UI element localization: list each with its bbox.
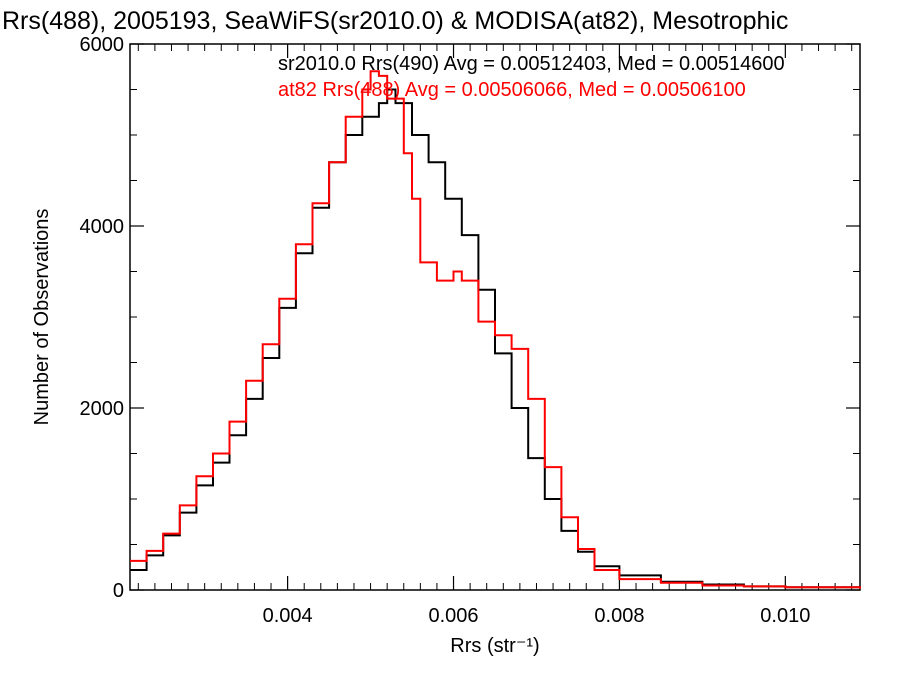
y-tick-label: 2000 [80,398,125,420]
y-tick-label: 0 [113,580,124,602]
series-line-1 [130,70,861,589]
series-layer [130,70,861,589]
y-tick-label: 4000 [80,216,125,238]
legend-entry-at82: at82 Rrs(488) Avg = 0.00506066, Med = 0.… [278,79,746,101]
x-axis-label: Rrs (str⁻¹) [450,635,539,657]
x-tick-label: 0.010 [760,605,810,627]
x-tick-label: 0.008 [594,605,644,627]
chart-title: Rrs(488), 2005193, SeaWiFS(sr2010.0) & M… [2,7,788,35]
y-tick-label: 6000 [80,34,125,56]
y-axis-label: Number of Observations [31,209,53,426]
x-tick-label: 0.006 [428,605,478,627]
x-tick-label: 0.004 [263,605,313,627]
y-axis-ticks: 0 2000 4000 6000 [80,34,860,602]
series-line-0 [130,88,861,589]
legend-entry-sr2010: sr2010.0 Rrs(490) Avg = 0.00512403, Med … [278,53,785,75]
x-axis-ticks: 0.004 0.006 0.008 0.010 [137,44,853,627]
